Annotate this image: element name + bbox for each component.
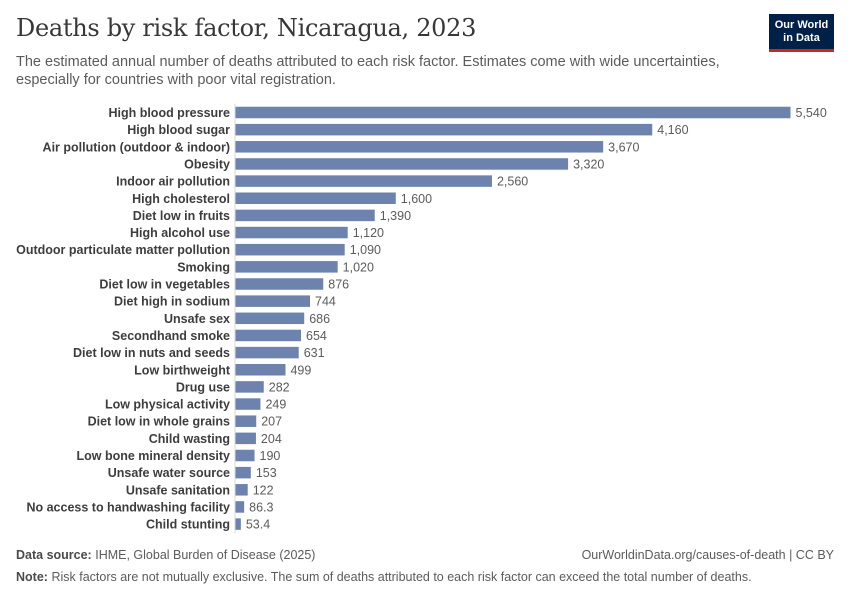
- bar[interactable]: [235, 415, 257, 427]
- category-label: High cholesterol: [132, 192, 230, 206]
- value-label: 53.4: [246, 518, 270, 532]
- note-label: Note:: [16, 570, 48, 584]
- category-label: High blood pressure: [108, 106, 230, 120]
- bar[interactable]: [235, 432, 256, 445]
- value-label: 207: [261, 415, 282, 429]
- bar[interactable]: [235, 226, 348, 239]
- value-label: 1,120: [353, 226, 384, 240]
- value-label: 3,320: [573, 157, 604, 171]
- bar[interactable]: [235, 192, 396, 205]
- category-label: Child wasting: [149, 432, 230, 446]
- category-label: Smoking: [177, 260, 230, 274]
- category-label: No access to handwashing facility: [26, 500, 230, 514]
- source-url-link[interactable]: OurWorldinData.org/causes-of-death | CC …: [581, 548, 834, 562]
- category-label: Diet low in vegetables: [99, 278, 230, 292]
- category-label: Secondhand smoke: [112, 329, 230, 343]
- category-label: Obesity: [184, 157, 230, 171]
- logo-line-2: in Data: [783, 31, 820, 44]
- bar[interactable]: [235, 175, 492, 187]
- bar-chart: High blood pressure 5,540 High blood sugar…: [16, 103, 827, 534]
- owid-logo[interactable]: Our World in Data: [769, 14, 834, 52]
- category-label: Low bone mineral density: [77, 449, 231, 463]
- footer-note-row: Note: Risk factors are not mutually excl…: [16, 570, 834, 584]
- category-label: Drug use: [176, 380, 230, 394]
- category-label: Air pollution (outdoor & indoor): [43, 140, 230, 154]
- category-label: Child stunting: [146, 518, 230, 532]
- chart-subtitle: The estimated annual number of deaths at…: [16, 54, 720, 88]
- category-label: Diet high in sodium: [114, 295, 230, 309]
- bar[interactable]: [235, 141, 604, 153]
- bar[interactable]: [235, 381, 264, 393]
- value-label: 86.3: [249, 500, 273, 514]
- bar[interactable]: [235, 346, 299, 359]
- source-text: IHME, Global Burden of Disease (2025): [95, 548, 316, 562]
- value-label: 282: [269, 380, 290, 394]
- bar[interactable]: [235, 295, 311, 307]
- category-label: Unsafe sex: [164, 312, 230, 326]
- bar[interactable]: [235, 278, 324, 290]
- category-label: Low physical activity: [105, 398, 230, 412]
- value-label: 1,090: [350, 243, 381, 257]
- value-label: 153: [256, 466, 277, 480]
- value-label: 499: [290, 363, 311, 377]
- value-label: 204: [261, 432, 282, 446]
- source-label: Data source:: [16, 548, 92, 562]
- bar[interactable]: [235, 329, 302, 342]
- bar[interactable]: [235, 312, 305, 325]
- value-label: 1,020: [343, 260, 374, 274]
- bar[interactable]: [235, 123, 653, 136]
- value-label: 876: [328, 278, 349, 292]
- logo-line-1: Our World: [774, 19, 829, 31]
- category-label: Low birthweight: [134, 363, 231, 377]
- value-label: 1,600: [401, 192, 432, 206]
- category-label: Diet low in nuts and seeds: [73, 346, 230, 360]
- value-label: 654: [306, 329, 327, 343]
- value-label: 631: [304, 346, 325, 360]
- bar[interactable]: [235, 466, 251, 479]
- category-label: Indoor air pollution: [116, 175, 230, 189]
- bar[interactable]: [235, 158, 569, 170]
- category-label: High alcohol use: [130, 226, 230, 240]
- value-label: 249: [265, 398, 286, 412]
- category-label: Diet low in fruits: [133, 209, 230, 223]
- category-label: Outdoor particulate matter pollution: [16, 243, 230, 257]
- bar[interactable]: [235, 484, 248, 496]
- bar[interactable]: [235, 261, 338, 273]
- value-label: 744: [315, 295, 336, 309]
- bar[interactable]: [235, 106, 791, 119]
- value-label: 2,560: [497, 175, 528, 189]
- value-label: 5,540: [796, 106, 827, 120]
- bar[interactable]: [235, 209, 375, 222]
- category-label: High blood sugar: [127, 123, 230, 137]
- bar[interactable]: [235, 243, 345, 256]
- value-label: 1,390: [380, 209, 411, 223]
- category-label: Unsafe water source: [108, 466, 230, 480]
- bar[interactable]: [235, 364, 286, 376]
- bar[interactable]: [235, 501, 245, 513]
- category-label: Diet low in whole grains: [88, 415, 230, 429]
- note-text: Risk factors are not mutually exclusive.…: [51, 570, 752, 584]
- bar[interactable]: [235, 398, 261, 410]
- value-label: 190: [260, 449, 281, 463]
- footer-source-row: Data source: IHME, Global Burden of Dise…: [16, 548, 834, 562]
- value-label: 3,670: [608, 140, 639, 154]
- value-label: 686: [309, 312, 330, 326]
- value-label: 122: [253, 483, 274, 497]
- category-label: Unsafe sanitation: [126, 483, 230, 497]
- chart-title: Deaths by risk factor, Nicaragua, 2023: [16, 14, 477, 42]
- value-label: 4,160: [657, 123, 688, 137]
- bar[interactable]: [235, 449, 255, 462]
- bar[interactable]: [235, 518, 241, 530]
